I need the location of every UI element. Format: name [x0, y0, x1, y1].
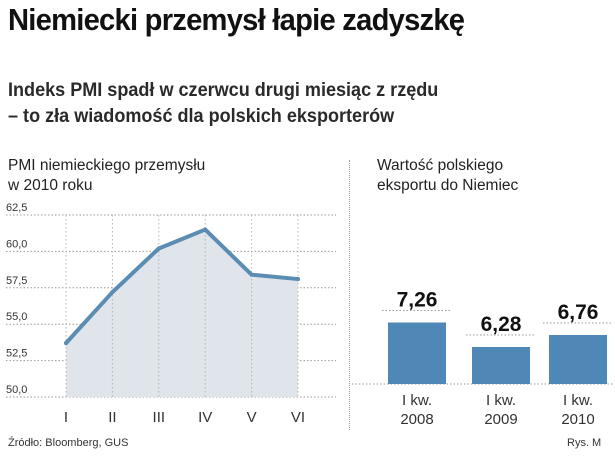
pmi-chart-title-line-1: PMI niemieckiego przemysłu: [8, 157, 206, 174]
export-bar: [388, 322, 446, 384]
pmi-ytick-label: 50,0: [6, 384, 27, 396]
export-chart-title: Wartość polskiego eksportu do Niemiec: [377, 156, 518, 196]
pmi-chart-title-line-2: w 2010 roku: [8, 177, 93, 194]
pmi-ytick-label: 60,0: [6, 238, 27, 250]
export-category-year: 2009: [484, 411, 517, 428]
pmi-ytick-label: 62,5: [6, 202, 27, 214]
pmi-data-point: [110, 290, 115, 295]
source-note: Źródło: Bloomberg, GUS: [8, 437, 129, 449]
pmi-xtick-label: II: [108, 409, 116, 426]
pmi-data-point: [156, 246, 161, 251]
export-bar: [549, 335, 607, 384]
pmi-area-fill: [66, 229, 298, 397]
export-value-label: 6,28: [481, 313, 522, 336]
export-category-year: 2010: [561, 411, 594, 428]
credit-note: Rys. M: [567, 437, 602, 449]
pmi-series-line: [64, 227, 300, 346]
pmi-data-point: [249, 272, 254, 277]
export-chart-title-line-1: Wartość polskiego: [377, 157, 504, 174]
export-bar-chart: 7,26 I kw. 2008 6,28 I kw. 2009 6,76 I kw. 2010: [352, 289, 615, 428]
export-bar: [472, 347, 530, 384]
pmi-ytick-label: 52,5: [6, 348, 27, 360]
pmi-xtick-label: VI: [291, 409, 305, 426]
chart-separator: [349, 160, 350, 430]
export-category-quarter: I kw.: [486, 392, 516, 409]
export-chart-title-line-2: eksportu do Niemiec: [377, 177, 519, 194]
pmi-xtick-label: III: [153, 409, 166, 426]
pmi-xtick-label: V: [247, 409, 257, 426]
pmi-line-chart: 62,560,057,555,052,550,0I II III IV V VI: [6, 202, 336, 426]
pmi-data-point: [64, 341, 68, 346]
subtitle-line-1: Indeks PMI spadł w czerwcu drugi miesiąc…: [8, 80, 439, 101]
subtitle-line-2: – to zła wiadomość dla polskich eksporte…: [8, 106, 395, 127]
pmi-data-point: [203, 227, 208, 232]
pmi-ytick-label: 57,5: [6, 275, 27, 287]
headline: Niemiecki przemysł łapie zadyszkę: [8, 2, 465, 37]
export-category-year: 2008: [400, 411, 433, 428]
pmi-xtick-label: I: [64, 409, 68, 426]
pmi-xtick-label: IV: [198, 409, 212, 426]
export-category-quarter: I kw.: [563, 392, 593, 409]
export-category-quarter: I kw.: [402, 392, 432, 409]
pmi-chart-title: PMI niemieckiego przemysłu w 2010 roku: [8, 156, 205, 196]
export-value-label: 7,26: [397, 289, 438, 312]
pmi-data-point: [296, 277, 300, 282]
pmi-ytick-label: 55,0: [6, 311, 27, 323]
export-value-label: 6,76: [558, 301, 599, 324]
